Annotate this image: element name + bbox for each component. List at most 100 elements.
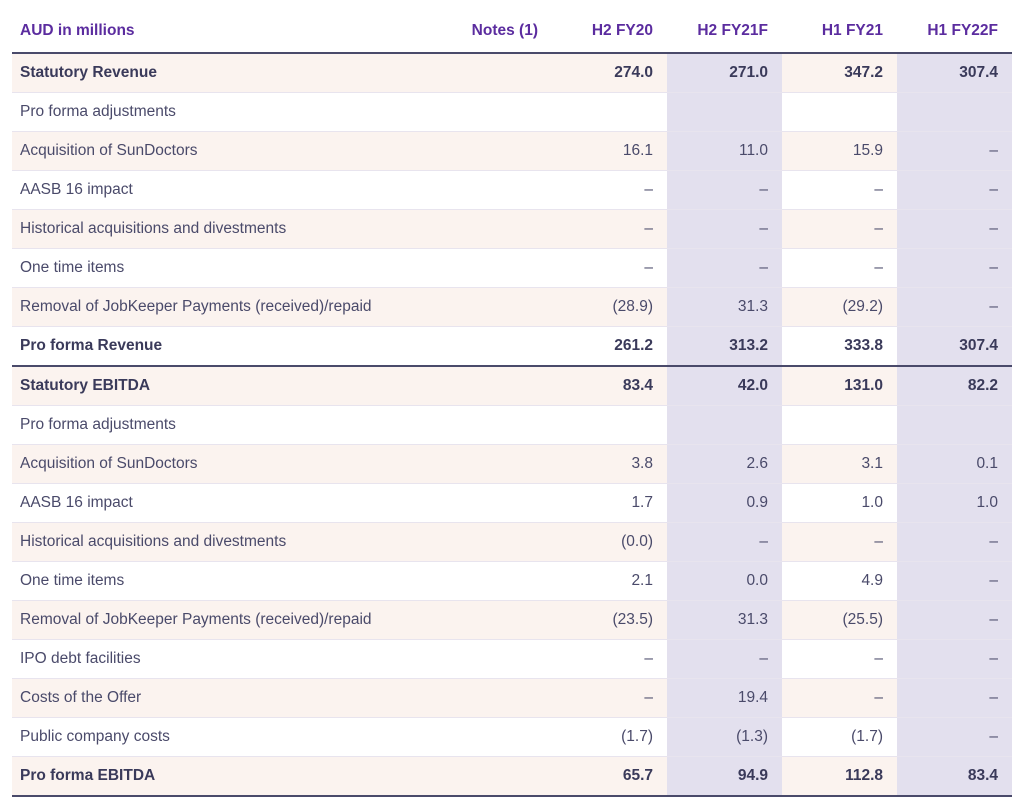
col-header-h2fy21f: H2 FY21F	[667, 12, 782, 53]
table-cell: Pro forma adjustments	[12, 406, 452, 445]
table-cell: –	[552, 210, 667, 249]
table-cell: 261.2	[552, 327, 667, 367]
table-row: Removal of JobKeeper Payments (received)…	[12, 288, 1012, 327]
table-row: Historical acquisitions and divestments (…	[12, 523, 1012, 562]
table-cell: –	[667, 171, 782, 210]
table-cell: –	[667, 249, 782, 288]
table-cell	[452, 757, 552, 797]
table-cell: 2.6	[667, 445, 782, 484]
financial-table: AUD in millions Notes (1) H2 FY20 H2 FY2…	[12, 12, 1012, 797]
table-cell: IPO debt facilities	[12, 640, 452, 679]
table-row: Acquisition of SunDoctors3.82.63.10.1	[12, 445, 1012, 484]
table-body: Statutory Revenue274.0271.0347.2307.4Pro…	[12, 53, 1012, 796]
table-cell: –	[897, 718, 1012, 757]
table-cell	[452, 327, 552, 367]
col-header-label: AUD in millions	[12, 12, 452, 53]
table-cell: Statutory EBITDA	[12, 366, 452, 406]
table-cell: 0.0	[667, 562, 782, 601]
table-row: Statutory Revenue 274.0271.0347.2307.4	[12, 53, 1012, 93]
table-cell	[452, 640, 552, 679]
table-cell	[452, 718, 552, 757]
table-cell: One time items	[12, 562, 452, 601]
table-cell: 274.0	[552, 53, 667, 93]
table-cell: Statutory Revenue	[12, 53, 452, 93]
table-cell: –	[782, 249, 897, 288]
table-cell: 307.4	[897, 327, 1012, 367]
table-cell	[452, 484, 552, 523]
table-cell: Removal of JobKeeper Payments (received)…	[12, 288, 452, 327]
table-cell	[667, 93, 782, 132]
table-cell: 19.4	[667, 679, 782, 718]
table-row: Pro forma EBITDA65.794.9112.883.4	[12, 757, 1012, 797]
table-cell	[452, 523, 552, 562]
table-cell: 11.0	[667, 132, 782, 171]
table-cell: –	[897, 640, 1012, 679]
table-cell: Public company costs	[12, 718, 452, 757]
table-cell	[452, 679, 552, 718]
table-cell: 94.9	[667, 757, 782, 797]
table-cell: 83.4	[552, 366, 667, 406]
table-cell: Historical acquisitions and divestments	[12, 523, 452, 562]
table-cell: (29.2)	[782, 288, 897, 327]
table-cell: (0.0)	[552, 523, 667, 562]
col-header-h1fy21: H1 FY21	[782, 12, 897, 53]
table-cell: 3.1	[782, 445, 897, 484]
table-cell: 131.0	[782, 366, 897, 406]
table-cell: 307.4	[897, 53, 1012, 93]
table-cell: –	[897, 562, 1012, 601]
table-row: Removal of JobKeeper Payments (received)…	[12, 601, 1012, 640]
table-cell: 2.1	[552, 562, 667, 601]
table-cell: One time items	[12, 249, 452, 288]
table-cell: 271.0	[667, 53, 782, 93]
table-cell: –	[897, 523, 1012, 562]
table-cell: –	[897, 679, 1012, 718]
table-row: Pro forma adjustments	[12, 93, 1012, 132]
table-cell: 4.9	[782, 562, 897, 601]
table-cell: 333.8	[782, 327, 897, 367]
table-cell: 347.2	[782, 53, 897, 93]
table-cell: (1.7)	[782, 718, 897, 757]
table-cell: (1.3)	[667, 718, 782, 757]
table-cell: –	[897, 249, 1012, 288]
table-cell: –	[552, 249, 667, 288]
table-cell	[452, 406, 552, 445]
table-cell: –	[782, 640, 897, 679]
table-cell	[452, 171, 552, 210]
col-header-notes: Notes (1)	[452, 12, 552, 53]
table-cell: –	[782, 171, 897, 210]
table-cell: (28.9)	[552, 288, 667, 327]
table-cell: –	[667, 523, 782, 562]
table-cell: 16.1	[552, 132, 667, 171]
table-row: One time items––––	[12, 249, 1012, 288]
table-cell	[667, 406, 782, 445]
table-cell: 31.3	[667, 288, 782, 327]
table-cell	[452, 53, 552, 93]
table-row: AASB 16 impact––––	[12, 171, 1012, 210]
table-cell: 313.2	[667, 327, 782, 367]
table-cell: (25.5)	[782, 601, 897, 640]
col-header-h1fy22f: H1 FY22F	[897, 12, 1012, 53]
table-row: Costs of the Offer–19.4––	[12, 679, 1012, 718]
table-row: Pro forma Revenue 261.2313.2333.8307.4	[12, 327, 1012, 367]
table-cell: 31.3	[667, 601, 782, 640]
table-cell	[452, 249, 552, 288]
table-cell: 1.0	[897, 484, 1012, 523]
table-cell: Acquisition of SunDoctors	[12, 132, 452, 171]
table-cell	[452, 562, 552, 601]
table-cell: Pro forma Revenue	[12, 327, 452, 367]
table-cell: (1.7)	[552, 718, 667, 757]
table-cell: 0.9	[667, 484, 782, 523]
table-cell: 65.7	[552, 757, 667, 797]
table-row: Historical acquisitions and divestments–…	[12, 210, 1012, 249]
table-cell: –	[667, 640, 782, 679]
table-cell: –	[897, 601, 1012, 640]
table-cell: –	[782, 210, 897, 249]
table-cell: Costs of the Offer	[12, 679, 452, 718]
table-cell: –	[782, 523, 897, 562]
table-row: One time items 2.10.04.9–	[12, 562, 1012, 601]
table-cell: –	[897, 210, 1012, 249]
table-cell: 112.8	[782, 757, 897, 797]
table-cell	[452, 93, 552, 132]
table-cell: –	[667, 210, 782, 249]
table-cell	[452, 601, 552, 640]
